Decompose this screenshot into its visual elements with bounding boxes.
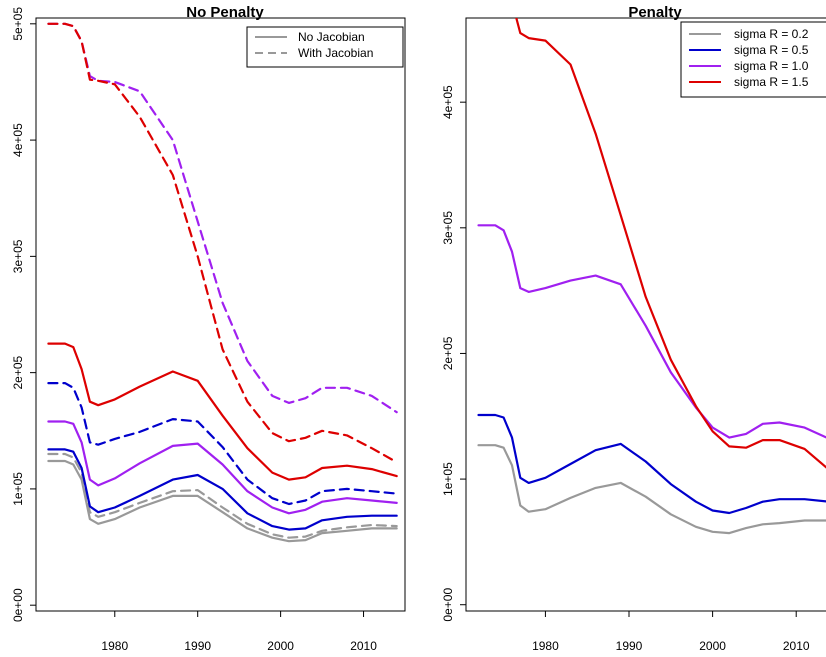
legend-label: No Jacobian xyxy=(298,30,365,44)
y-tick-label: 4e+05 xyxy=(11,123,25,157)
plot-frame xyxy=(465,17,826,612)
y-tick-label: 2e+05 xyxy=(441,336,455,370)
y-tick-label: 4e+05 xyxy=(441,85,455,119)
y-tick-label: 2e+05 xyxy=(11,355,25,389)
y-tick-label: 1e+05 xyxy=(11,472,25,506)
chart-title: Penalty xyxy=(628,4,682,21)
x-tick-label: 2000 xyxy=(699,639,726,653)
panel-no-penalty: No Penalty 0e+00 1e+05 2e+05 3e+05 4e+05 5e+0… xyxy=(11,4,406,653)
legend-label: With Jacobian xyxy=(298,46,373,60)
series-line xyxy=(47,22,398,464)
y-tick-label: 5e+05 xyxy=(11,7,25,41)
y-tick-label: 3e+05 xyxy=(441,211,455,245)
legend-label: sigma R = 1.5 xyxy=(734,75,809,89)
series-lines xyxy=(47,22,398,543)
series-line xyxy=(47,452,398,539)
x-tick-label: 1990 xyxy=(616,639,643,653)
x-tick-label: 2000 xyxy=(267,639,294,653)
legend-box xyxy=(246,26,404,68)
y-axis: 0e+00 1e+05 2e+05 3e+05 4e+05 xyxy=(441,85,467,622)
series-line xyxy=(47,459,398,543)
series-line xyxy=(477,224,826,439)
x-axis: 1980 1990 2000 2010 xyxy=(101,610,377,653)
series-line xyxy=(515,18,826,469)
series-line xyxy=(477,444,826,535)
legend-label: sigma R = 1.0 xyxy=(734,59,809,73)
x-tick-label: 2010 xyxy=(783,639,810,653)
y-tick-label: 1e+05 xyxy=(441,462,455,496)
x-tick-label: 1980 xyxy=(101,639,128,653)
x-tick-label: 1980 xyxy=(532,639,559,653)
x-axis: 1980 1990 2000 2010 xyxy=(532,610,810,653)
series-line xyxy=(477,413,826,515)
legend-label: sigma R = 0.5 xyxy=(734,43,809,57)
series-line xyxy=(47,420,398,515)
y-axis: 0e+00 1e+05 2e+05 3e+05 4e+05 5e+05 xyxy=(11,7,37,622)
y-tick-label: 3e+05 xyxy=(11,239,25,273)
series-line xyxy=(47,22,398,414)
legend: No Jacobian With Jacobian xyxy=(246,26,404,68)
chart-title: No Penalty xyxy=(186,4,264,21)
series-line xyxy=(47,448,398,531)
legend: sigma R = 0.2 sigma R = 0.5 sigma R = 1.… xyxy=(680,21,826,98)
plot-frame xyxy=(35,17,406,612)
x-tick-label: 1990 xyxy=(184,639,211,653)
x-tick-label: 2010 xyxy=(350,639,377,653)
legend-label: sigma R = 0.2 xyxy=(734,27,809,41)
series-line xyxy=(47,382,398,506)
y-tick-label: 0e+00 xyxy=(441,588,455,622)
series-line xyxy=(47,342,398,481)
y-tick-label: 0e+00 xyxy=(11,588,25,622)
series-lines xyxy=(477,18,826,535)
